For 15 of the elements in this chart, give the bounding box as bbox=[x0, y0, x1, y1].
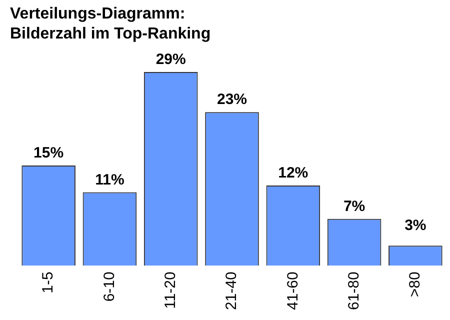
data-label: 11% bbox=[95, 171, 124, 188]
data-label: 3% bbox=[404, 216, 426, 234]
data-label: 7% bbox=[343, 198, 366, 216]
x-tick-label: 1-5 bbox=[40, 272, 57, 294]
x-tick-label: 21-40 bbox=[223, 272, 240, 310]
x-tick-label: 6-10 bbox=[100, 272, 118, 302]
data-label: 23% bbox=[216, 91, 248, 108]
x-tick-label: 41-60 bbox=[284, 272, 302, 310]
chart-title: Verteilungs-Diagramm: Bilderzahl im Top-Ranking bbox=[10, 5, 211, 42]
x-tick-label: 61-80 bbox=[345, 272, 362, 310]
data-label: 29% bbox=[156, 51, 186, 68]
x-tick-label: 11-20 bbox=[162, 272, 179, 309]
data-label: 12% bbox=[278, 164, 308, 182]
data-label: 15% bbox=[34, 144, 64, 162]
x-tick-label: >80 bbox=[406, 272, 424, 298]
